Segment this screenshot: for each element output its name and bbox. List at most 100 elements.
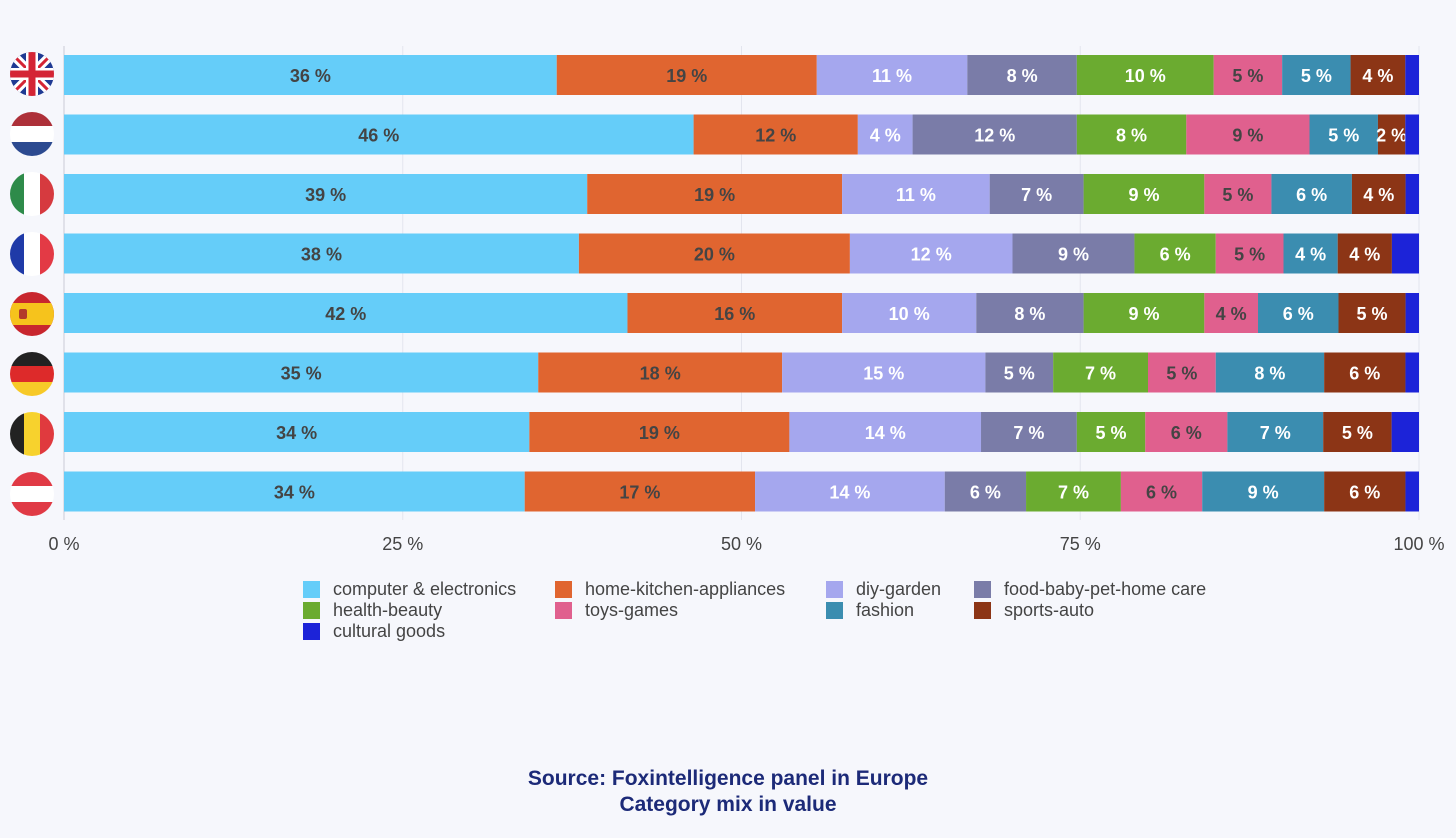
bar-segment [1083, 174, 1205, 214]
legend-swatch [555, 581, 572, 598]
bar-value-label: 4 % [870, 126, 901, 146]
bar-segment [1213, 55, 1283, 95]
bar-row: 39 % 19 % 11 % 7 % 9 % 5 % 6 % 4 % [64, 174, 1419, 214]
bar-value-label: 38 % [301, 245, 342, 265]
bar-segment [64, 293, 628, 333]
bar-value-label: 8 % [1007, 66, 1038, 86]
bar-segment [64, 412, 530, 452]
legend-item: sports-auto [974, 600, 1234, 620]
bar-value-label: 9 % [1128, 185, 1159, 205]
bar-value-label: 15 % [863, 364, 904, 384]
bar-value-label: 2 % [1376, 126, 1407, 146]
legend-swatch [303, 623, 320, 640]
flag-uk-icon [10, 52, 54, 96]
bar-segment [1377, 114, 1406, 155]
bar-value-label: 5 % [1004, 364, 1035, 384]
flags-column [10, 52, 54, 516]
bar-segment [967, 55, 1077, 95]
bar-segment [912, 114, 1077, 155]
bar-value-label: 4 % [1216, 304, 1247, 324]
bar-segment [1338, 293, 1406, 333]
bar-value-label: 6 % [1349, 483, 1380, 503]
bar-value-label: 34 % [276, 423, 317, 443]
legend-label: cultural goods [333, 621, 446, 641]
bar-value-label: 7 % [1085, 364, 1116, 384]
bar-value-label: 4 % [1362, 66, 1393, 86]
bar-segment [976, 293, 1084, 333]
bar-value-label: 7 % [1013, 423, 1044, 443]
bar-value-label: 5 % [1301, 66, 1332, 86]
bar-segment [789, 412, 982, 452]
bar-segment [1076, 55, 1214, 95]
bar-value-label: 46 % [358, 126, 399, 146]
x-tick-label: 75 % [1060, 534, 1101, 554]
bar-segment [524, 471, 756, 512]
legend-swatch [303, 602, 320, 619]
legend-label: computer & electronics [333, 579, 517, 599]
bar-segment [1405, 55, 1419, 95]
bar-segment [1405, 293, 1419, 333]
bar-segment [1120, 471, 1203, 512]
legend-swatch [974, 602, 991, 619]
legend-label: home-kitchen-appliances [585, 579, 786, 599]
bar-value-label: 12 % [974, 126, 1015, 146]
legend-label: health-beauty [333, 600, 443, 620]
bar-value-label: 16 % [714, 304, 755, 324]
bar-value-label: 8 % [1014, 304, 1045, 324]
bar-segment [782, 352, 986, 393]
bar-value-label: 12 % [755, 126, 796, 146]
bar-segment [1148, 352, 1216, 393]
bar-segment [1271, 174, 1352, 214]
bar-segment [1282, 55, 1351, 95]
bar-value-label: 7 % [1021, 185, 1052, 205]
bar-segment [849, 233, 1013, 274]
x-axis: 0 % 25 % 50 % 75 % 100 % [48, 534, 1444, 554]
bar-segment [538, 352, 783, 393]
bar-row: 36 % 19 % 11 % 8 % 10 % 5 % 5 % 4 % [64, 55, 1419, 95]
x-tick-label: 100 % [1393, 534, 1444, 554]
bar-segment [755, 471, 945, 512]
bar-value-label: 5 % [1234, 245, 1265, 265]
bar-value-label: 19 % [694, 185, 735, 205]
bar-row: 46 % 12 % 4 % 12 % 8 % 9 % 5 % 2 % [64, 114, 1419, 155]
legend-item: toys-games [555, 600, 826, 620]
bar-value-label: 5 % [1232, 66, 1263, 86]
bar-segment [1076, 412, 1146, 452]
bar-segment [693, 114, 858, 155]
legend-item: food-baby-pet-home care [974, 579, 1234, 599]
legend: computer & electronics home-kitchen-appli… [303, 579, 1234, 641]
bar-value-label: 6 % [970, 483, 1001, 503]
legend-label: sports-auto [1004, 600, 1095, 620]
bar-value-label: 5 % [1357, 304, 1388, 324]
bar-value-label: 14 % [829, 483, 870, 503]
bar-value-label: 5 % [1328, 126, 1359, 146]
bar-value-label: 18 % [640, 364, 681, 384]
flag-germany-icon [10, 352, 54, 396]
bar-value-label: 10 % [889, 304, 930, 324]
bar-segment [842, 293, 977, 333]
bar-value-label: 14 % [865, 423, 906, 443]
bar-segment [989, 174, 1084, 214]
bar-value-label: 5 % [1166, 364, 1197, 384]
bar-segment [1202, 471, 1325, 512]
stacked-bar-chart: 36 % 19 % 11 % 8 % 10 % 5 % 5 % 4 % 46 % 12 % 4 % 1… [10, 46, 1445, 554]
bar-row: 38 % 20 % 12 % 9 % 6 % 5 % 4 % 4 % [64, 233, 1419, 274]
legend-swatch [826, 602, 843, 619]
x-tick-label: 50 % [721, 534, 762, 554]
bar-segment [1283, 233, 1338, 274]
bar-segment [1134, 233, 1216, 274]
bar-segment [64, 55, 557, 95]
legend-item: computer & electronics [303, 579, 555, 599]
x-tick-label: 0 % [48, 534, 79, 554]
bar-value-label: 8 % [1254, 364, 1285, 384]
bar-value-label: 4 % [1363, 185, 1394, 205]
bar-segment [1227, 412, 1324, 452]
legend-label: toys-games [585, 600, 679, 620]
legend-swatch [555, 602, 572, 619]
bar-value-label: 11 % [872, 66, 912, 86]
bar-value-label: 19 % [666, 66, 707, 86]
bar-segment [1215, 352, 1325, 393]
bar-value-label: 42 % [325, 304, 366, 324]
legend-item: cultural goods [303, 621, 555, 641]
bar-value-label: 5 % [1342, 423, 1373, 443]
